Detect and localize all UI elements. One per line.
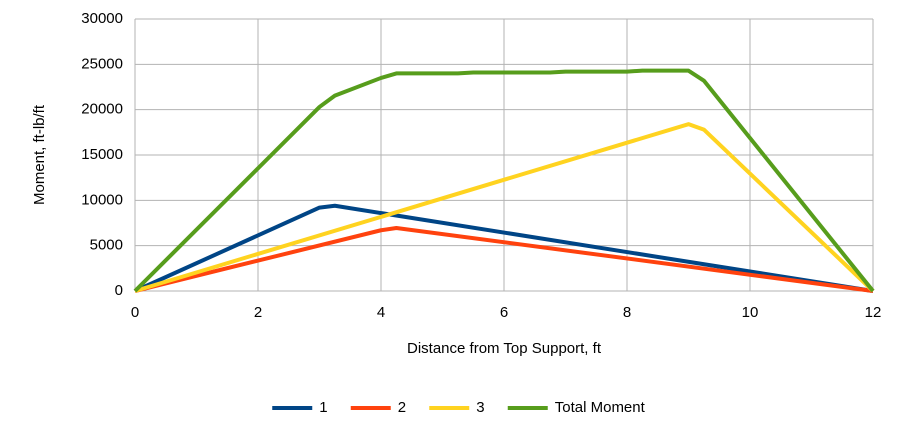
x-tick-label: 12 — [865, 304, 882, 321]
x-tick-label: 0 — [131, 304, 139, 321]
y-tick-label: 10000 — [81, 191, 123, 208]
y-tick-label: 30000 — [81, 10, 123, 27]
series-line — [134, 225, 874, 293]
x-tick-label: 10 — [742, 304, 759, 321]
y-tick-label: 15000 — [81, 146, 123, 163]
y-tick-label: 20000 — [81, 101, 123, 118]
series-line — [134, 203, 874, 293]
x-tick-label: 2 — [254, 304, 262, 321]
legend-label: 1 — [319, 399, 327, 416]
x-axis-label: Distance from Top Support, ft — [407, 340, 602, 357]
legend-label: Total Moment — [555, 399, 646, 416]
legend-label: 3 — [476, 399, 484, 416]
series-line — [134, 122, 875, 293]
y-axis-label: Moment, ft-lb/ft — [31, 104, 48, 205]
x-tick-label: 8 — [623, 304, 631, 321]
y-tick-label: 25000 — [81, 55, 123, 72]
x-tick-label: 6 — [500, 304, 508, 321]
y-tick-label: 0 — [115, 282, 123, 299]
y-tick-label: 5000 — [90, 237, 123, 254]
x-tick-label: 4 — [377, 304, 385, 321]
series-line — [133, 68, 875, 293]
legend-label: 2 — [398, 399, 406, 416]
